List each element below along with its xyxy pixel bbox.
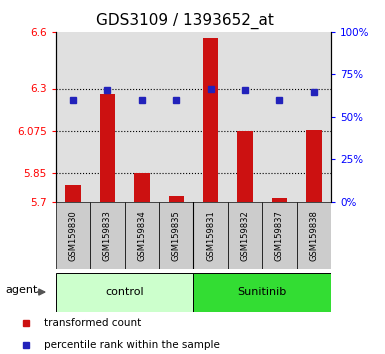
Bar (272, 198, 287, 202)
Bar (194, 273, 331, 312)
Bar (228, 202, 262, 269)
Text: GSM159830: GSM159830 (69, 210, 77, 261)
Text: control: control (105, 287, 144, 297)
Bar (56, 202, 90, 269)
Text: GSM159837: GSM159837 (275, 210, 284, 261)
Text: transformed count: transformed count (44, 319, 141, 329)
Text: GSM159832: GSM159832 (241, 210, 249, 261)
Bar (65, 185, 81, 202)
Text: GSM159833: GSM159833 (103, 210, 112, 261)
Bar (194, 32, 228, 202)
Bar (125, 32, 159, 202)
Text: percentile rank within the sample: percentile rank within the sample (44, 340, 219, 350)
Bar (134, 173, 150, 202)
Bar (306, 130, 321, 202)
Bar (297, 202, 331, 269)
Bar (90, 202, 125, 269)
Bar (159, 202, 194, 269)
Bar (262, 202, 297, 269)
Text: Sunitinib: Sunitinib (238, 287, 287, 297)
Bar (237, 131, 253, 202)
Bar (90, 32, 125, 202)
Bar (169, 196, 184, 202)
Bar (125, 202, 159, 269)
Text: GSM159838: GSM159838 (310, 210, 318, 261)
Bar (297, 32, 331, 202)
Bar (228, 32, 262, 202)
Text: GSM159835: GSM159835 (172, 210, 181, 261)
Text: GDS3109 / 1393652_at: GDS3109 / 1393652_at (96, 12, 274, 29)
Text: GSM159834: GSM159834 (137, 210, 146, 261)
Bar (159, 32, 194, 202)
Bar (194, 202, 228, 269)
Bar (203, 38, 218, 202)
Bar (262, 32, 297, 202)
Bar (56, 273, 194, 312)
Text: agent: agent (5, 285, 38, 295)
Bar (100, 94, 115, 202)
Bar (56, 32, 90, 202)
Text: GSM159831: GSM159831 (206, 210, 215, 261)
